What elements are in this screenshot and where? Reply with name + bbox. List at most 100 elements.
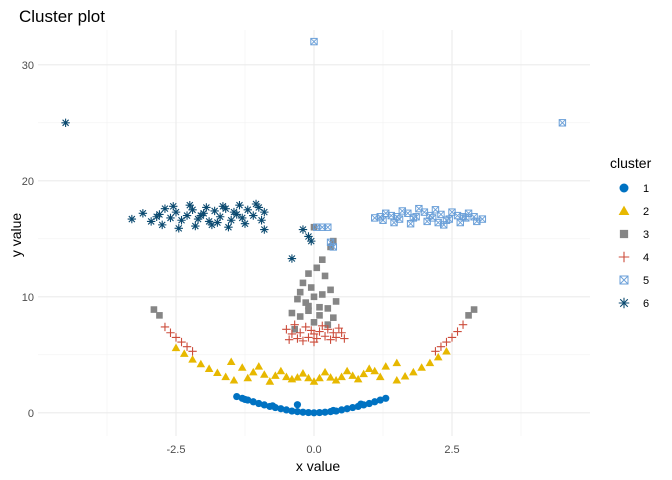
legend-item-6: 6 <box>618 297 649 310</box>
data-point <box>324 305 332 312</box>
legend-key-plus <box>618 251 630 263</box>
data-point <box>298 336 308 346</box>
data-point <box>343 405 351 413</box>
legend-label: 6 <box>643 298 649 310</box>
data-point <box>330 314 337 321</box>
data-point <box>364 364 374 372</box>
data-point <box>431 347 440 356</box>
data-point <box>465 312 472 319</box>
data-point <box>249 398 257 406</box>
data-point <box>558 119 567 127</box>
data-point <box>229 207 239 217</box>
data-point <box>237 363 247 371</box>
data-point <box>229 376 239 384</box>
data-point <box>160 322 170 332</box>
data-point <box>204 364 214 372</box>
legend-item-1: 1 <box>619 183 649 195</box>
y-tick-label: 20 <box>22 176 34 188</box>
data-point <box>188 355 197 363</box>
data-point <box>307 236 316 246</box>
data-point <box>332 298 340 305</box>
data-point <box>417 363 426 371</box>
data-point <box>293 401 302 409</box>
data-point <box>382 394 390 402</box>
data-point <box>349 403 357 412</box>
chart-title: Cluster plot <box>19 7 105 26</box>
data-points <box>61 37 567 417</box>
data-point <box>291 325 298 333</box>
data-point <box>436 342 446 351</box>
data-point <box>179 349 189 357</box>
data-point <box>370 366 380 375</box>
data-point <box>324 321 332 328</box>
data-point <box>182 342 192 351</box>
data-point <box>215 212 225 221</box>
data-point <box>260 401 268 409</box>
data-point <box>249 211 258 220</box>
data-point <box>313 264 321 272</box>
data-point <box>227 216 236 225</box>
data-point <box>376 396 384 404</box>
data-point <box>315 327 324 336</box>
data-point <box>331 376 341 384</box>
legend-key-triangle <box>618 205 630 216</box>
data-point <box>312 334 321 343</box>
data-point <box>426 211 434 220</box>
data-point <box>301 322 310 332</box>
data-point <box>265 377 275 385</box>
data-point <box>298 225 308 234</box>
data-point <box>376 213 384 221</box>
data-point <box>326 335 335 344</box>
data-point <box>171 207 181 217</box>
data-point <box>146 217 156 226</box>
y-axis-title: y value <box>8 213 24 258</box>
data-point <box>207 220 217 230</box>
data-point <box>218 202 228 211</box>
data-point <box>233 392 241 401</box>
grid-lines <box>38 30 590 436</box>
data-point <box>260 207 269 217</box>
data-point <box>282 406 290 414</box>
data-point <box>375 372 385 381</box>
data-point <box>371 398 379 406</box>
data-point <box>318 291 326 298</box>
data-point <box>254 203 263 212</box>
legend-label: 2 <box>643 206 649 218</box>
legend-item-5: 5 <box>619 275 649 287</box>
legend-item-4: 4 <box>618 251 649 264</box>
data-point <box>304 408 313 417</box>
data-point <box>299 408 307 416</box>
data-point <box>315 373 324 382</box>
data-point <box>171 343 181 352</box>
data-point <box>324 223 332 231</box>
data-point <box>447 333 457 342</box>
data-point <box>260 370 269 378</box>
data-point <box>320 332 330 341</box>
data-point <box>293 334 302 343</box>
data-point <box>302 299 310 306</box>
data-point <box>251 199 261 209</box>
data-point <box>323 325 332 334</box>
data-point <box>470 306 478 313</box>
data-point <box>287 329 297 339</box>
data-point <box>213 368 222 377</box>
legend-key-square <box>619 229 629 239</box>
data-point <box>287 374 297 383</box>
legend-label: 3 <box>643 229 649 241</box>
legend-key-square-cross <box>619 275 629 285</box>
data-point <box>307 326 316 335</box>
data-point <box>166 328 175 337</box>
data-point <box>284 335 294 344</box>
data-point <box>288 407 296 415</box>
data-point <box>255 399 263 408</box>
data-point <box>305 307 312 315</box>
series-cluster-6 <box>61 118 316 263</box>
legend-item-3: 3 <box>619 229 649 241</box>
data-point <box>353 374 363 383</box>
data-point <box>294 295 301 303</box>
y-tick-labels: 0 10 20 30 <box>22 60 34 420</box>
data-point <box>309 377 319 385</box>
data-point <box>316 312 323 319</box>
data-point <box>305 302 312 310</box>
